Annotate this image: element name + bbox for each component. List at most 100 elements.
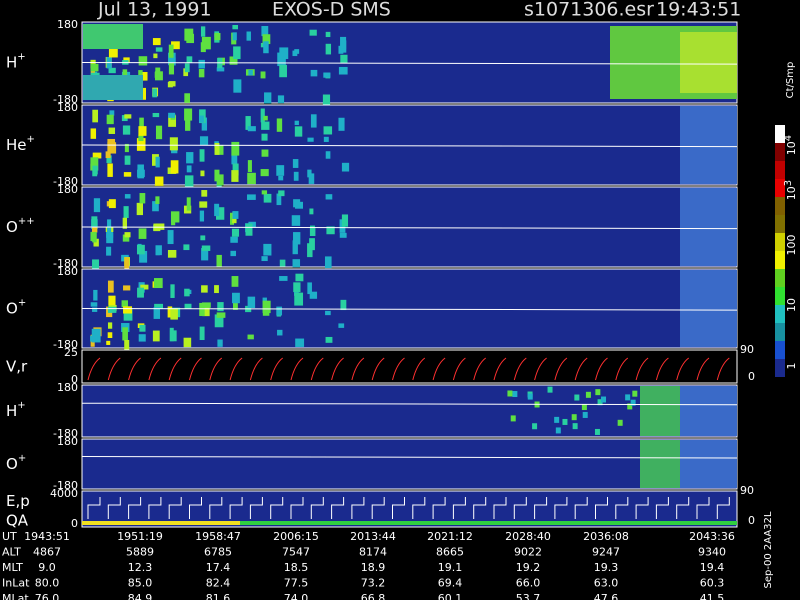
cell — [217, 339, 223, 347]
cell — [216, 312, 226, 318]
cell — [277, 329, 283, 336]
cell-value: 7547 — [282, 546, 310, 559]
cell — [184, 108, 193, 121]
cell — [106, 232, 114, 244]
trace — [81, 402, 738, 406]
charge: + — [17, 52, 25, 63]
cell-value: 18.9 — [361, 561, 386, 574]
cell — [123, 306, 133, 314]
cell — [261, 190, 268, 195]
cell — [139, 324, 146, 332]
cell — [294, 49, 300, 54]
cell — [199, 210, 205, 222]
right-top-label: 90 — [740, 343, 754, 356]
qa — [82, 521, 240, 525]
cell — [680, 188, 737, 266]
cell-value: 18.5 — [284, 561, 309, 574]
cell — [124, 232, 131, 238]
cell — [231, 170, 239, 182]
base: 10 — [785, 186, 798, 200]
cell — [136, 138, 146, 151]
cell — [155, 125, 163, 140]
cell-value: 66.8 — [361, 592, 386, 600]
cell — [214, 314, 224, 328]
cell — [167, 306, 173, 318]
cell — [168, 52, 176, 66]
cell — [137, 164, 144, 179]
cell — [201, 285, 208, 293]
cell — [90, 157, 99, 171]
cell-value: 84.9 — [128, 592, 153, 600]
cell — [155, 245, 162, 256]
cell — [232, 299, 238, 310]
cell — [202, 307, 210, 317]
cell — [512, 391, 518, 398]
colorbar-cell — [775, 269, 785, 287]
cell — [184, 28, 194, 41]
cell — [233, 79, 242, 93]
top-label: 180 — [57, 101, 78, 114]
cell — [108, 127, 116, 134]
cell — [261, 133, 268, 141]
cell — [339, 232, 347, 238]
cell — [123, 57, 130, 63]
cell — [168, 112, 176, 118]
cell — [184, 175, 194, 190]
cell-value: 82.4 — [206, 577, 231, 590]
cell — [294, 120, 299, 126]
cell — [248, 69, 253, 76]
base: 10 — [785, 141, 798, 155]
cell — [153, 307, 161, 319]
colorbar-unit: Ct/Smp — [785, 62, 796, 99]
cell — [153, 53, 158, 59]
cell — [680, 440, 737, 488]
cell — [292, 259, 301, 268]
cell-value: 6785 — [204, 546, 232, 559]
cell — [199, 149, 205, 162]
cell-value: 53.7 — [516, 592, 541, 600]
cell — [292, 159, 299, 168]
cell — [92, 231, 97, 243]
cell-value: 2036:08 — [583, 530, 629, 543]
cell — [247, 296, 256, 309]
panel-label: O++ — [6, 216, 35, 236]
cell — [291, 215, 301, 226]
cell — [276, 165, 285, 176]
cell-value: 9340 — [698, 546, 726, 559]
cell-value: 76.0 — [35, 592, 60, 600]
cell — [572, 423, 578, 430]
cell — [107, 332, 113, 338]
cell — [680, 270, 737, 347]
cell — [547, 386, 553, 393]
cell — [276, 193, 282, 206]
cell — [124, 114, 132, 119]
cell — [277, 52, 286, 67]
cell — [201, 248, 209, 261]
cell — [260, 108, 265, 123]
cell — [214, 285, 219, 294]
panel-bg — [81, 349, 738, 384]
cell — [107, 322, 113, 329]
cell — [214, 142, 220, 155]
cell — [231, 141, 240, 156]
cell — [200, 170, 205, 177]
colorbar-cell — [775, 341, 785, 359]
cell-value: 8174 — [359, 546, 387, 559]
cell — [91, 328, 101, 343]
cell-value: 5889 — [126, 546, 154, 559]
base: 1 — [785, 363, 798, 370]
colorbar-cell — [775, 323, 785, 341]
colorbar-tick: 100 — [785, 235, 798, 256]
cell — [233, 46, 241, 60]
cell — [307, 243, 313, 258]
cell — [124, 155, 131, 165]
cell — [199, 201, 208, 208]
bottom-label: -180 — [53, 175, 78, 188]
cell — [309, 208, 314, 215]
cell — [295, 273, 304, 282]
cell — [341, 162, 350, 172]
cell — [107, 142, 117, 154]
cell — [338, 323, 345, 328]
right-bottom-label: 0 — [748, 514, 755, 527]
cell-value: 2043:36 — [689, 530, 735, 543]
